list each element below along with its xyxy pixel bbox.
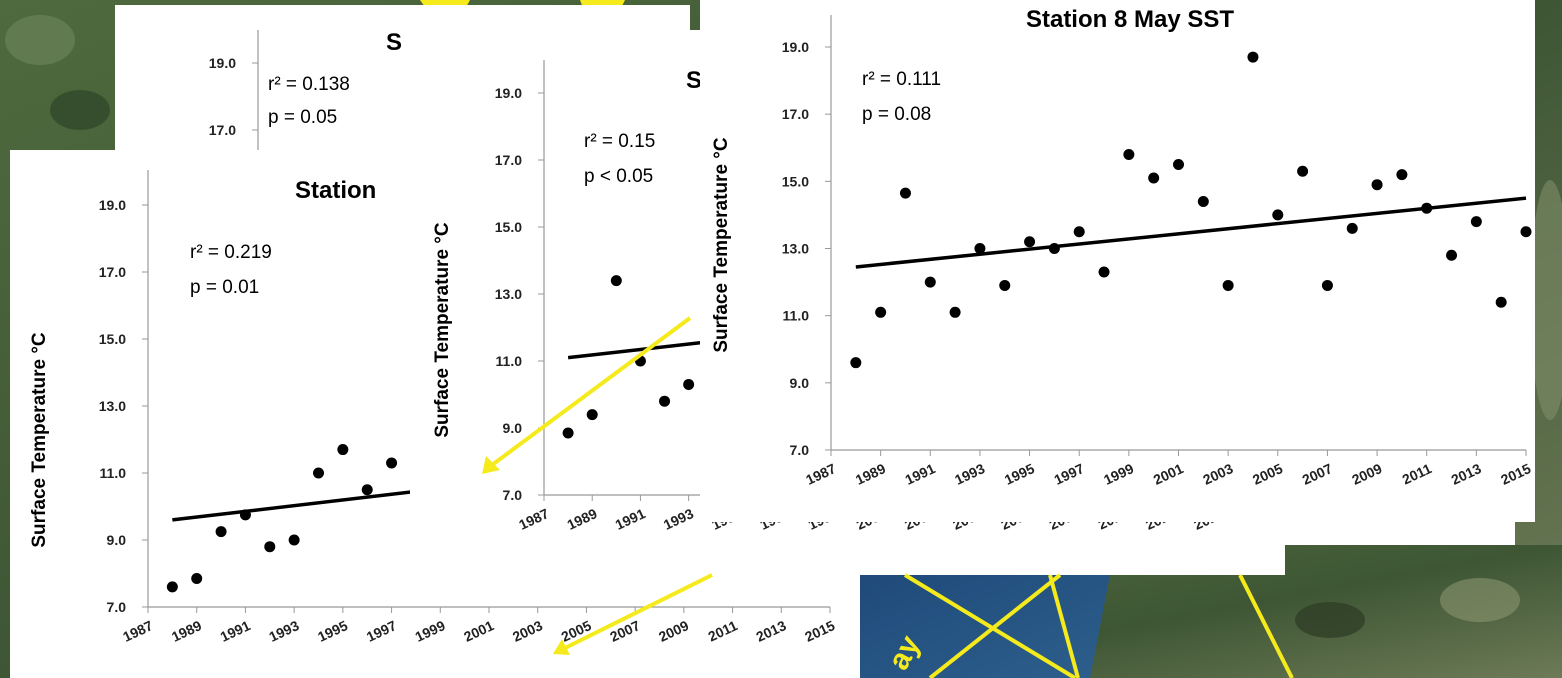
data-point bbox=[1247, 51, 1259, 63]
data-point bbox=[1148, 172, 1160, 184]
data-point bbox=[1024, 236, 1036, 248]
panel-background bbox=[700, 0, 1535, 522]
data-point bbox=[1222, 279, 1234, 291]
y-tick-label: 13.0 bbox=[495, 286, 522, 302]
y-tick-label: 17.0 bbox=[495, 152, 522, 168]
annotation: p = 0.01 bbox=[190, 277, 259, 298]
data-point bbox=[239, 509, 251, 521]
y-tick-label: 17.0 bbox=[209, 122, 236, 138]
y-axis-label: Surface Temperature °C bbox=[29, 332, 50, 548]
data-point bbox=[562, 427, 574, 439]
annotation: r² = 0.15 bbox=[584, 131, 655, 152]
data-point bbox=[999, 279, 1011, 291]
data-point bbox=[1173, 159, 1184, 171]
data-point bbox=[850, 357, 862, 369]
chart-title: S bbox=[686, 67, 702, 94]
data-point bbox=[288, 534, 300, 546]
annotation: r² = 0.111 bbox=[862, 69, 941, 90]
annotation: p = 0.05 bbox=[268, 107, 337, 128]
y-tick-label: 19.0 bbox=[495, 85, 522, 101]
data-point bbox=[1123, 148, 1135, 160]
data-point bbox=[875, 306, 887, 318]
data-point bbox=[899, 187, 911, 199]
data-point bbox=[1495, 296, 1507, 308]
y-tick-label: 7.0 bbox=[790, 442, 810, 458]
y-axis-label: Surface Temperature °C bbox=[432, 222, 453, 438]
y-tick-label: 19.0 bbox=[99, 197, 126, 213]
annotation: p < 0.05 bbox=[584, 166, 653, 187]
y-tick-label: 9.0 bbox=[790, 375, 810, 391]
y-tick-label: 11.0 bbox=[496, 353, 523, 369]
data-point bbox=[313, 467, 324, 479]
y-tick-label: 15.0 bbox=[99, 331, 126, 347]
charts: Sr² = 0.138 p = 0.05 19.0 17.0 Station r² = 0… bbox=[10, 0, 1535, 678]
annotation: p = 0.08 bbox=[862, 104, 931, 125]
y-tick-label: 15.0 bbox=[495, 219, 522, 235]
y-tick-label: 19.0 bbox=[782, 39, 809, 55]
data-point bbox=[215, 526, 227, 538]
chart-title: Station bbox=[295, 177, 376, 204]
data-point bbox=[1048, 243, 1060, 254]
data-point bbox=[949, 306, 961, 318]
y-tick-label: 11.0 bbox=[783, 308, 810, 324]
y-tick-label: 17.0 bbox=[782, 106, 809, 122]
map-overlay: ay bbox=[482, 316, 1562, 678]
data-point bbox=[264, 541, 276, 553]
data-point bbox=[191, 573, 203, 585]
data-point bbox=[386, 457, 398, 469]
data-point bbox=[1446, 249, 1458, 261]
data-point bbox=[610, 275, 622, 287]
data-point bbox=[1470, 216, 1482, 228]
data-point bbox=[1073, 226, 1085, 238]
y-tick-label: 9.0 bbox=[503, 420, 523, 436]
annotation: r² = 0.138 bbox=[268, 74, 350, 95]
data-point bbox=[1346, 222, 1358, 234]
data-point bbox=[1421, 202, 1433, 214]
y-tick-label: 19.0 bbox=[209, 55, 236, 71]
data-point bbox=[924, 276, 936, 288]
y-axis-label: Surface Temperature °C bbox=[711, 137, 732, 353]
chart-panel: Station 8 May SST r² = 0.111 p = 0.08 7.0 9.… bbox=[700, 0, 1535, 522]
data-point bbox=[361, 484, 373, 496]
annotation: r² = 0.219 bbox=[190, 242, 272, 263]
data-point bbox=[974, 243, 986, 254]
y-tick-label: 11.0 bbox=[100, 465, 127, 481]
y-tick-label: 9.0 bbox=[107, 532, 127, 548]
data-point bbox=[1197, 195, 1209, 207]
chart-title: S bbox=[386, 29, 402, 56]
data-point bbox=[683, 378, 695, 390]
data-point bbox=[1520, 226, 1532, 238]
data-point bbox=[337, 444, 349, 456]
data-point bbox=[586, 409, 598, 421]
data-point bbox=[1371, 179, 1383, 191]
y-tick-label: 7.0 bbox=[503, 487, 523, 503]
data-point bbox=[659, 395, 671, 407]
y-tick-label: 15.0 bbox=[782, 173, 809, 189]
y-tick-label: 7.0 bbox=[107, 599, 127, 615]
data-point bbox=[166, 581, 178, 593]
data-point bbox=[1321, 279, 1333, 291]
data-point bbox=[1396, 169, 1408, 181]
data-point bbox=[1098, 266, 1110, 278]
y-tick-label: 13.0 bbox=[99, 398, 126, 414]
chart-title: Station 8 May SST bbox=[1026, 6, 1234, 33]
data-point bbox=[1297, 165, 1309, 177]
y-tick-label: 17.0 bbox=[99, 264, 126, 280]
data-point bbox=[1272, 209, 1284, 221]
y-tick-label: 13.0 bbox=[782, 241, 809, 257]
trend-line bbox=[855, 196, 1527, 269]
